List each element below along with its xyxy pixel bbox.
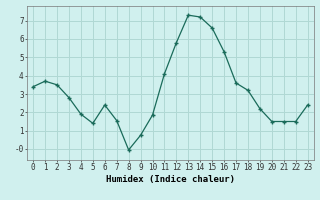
- X-axis label: Humidex (Indice chaleur): Humidex (Indice chaleur): [106, 175, 235, 184]
